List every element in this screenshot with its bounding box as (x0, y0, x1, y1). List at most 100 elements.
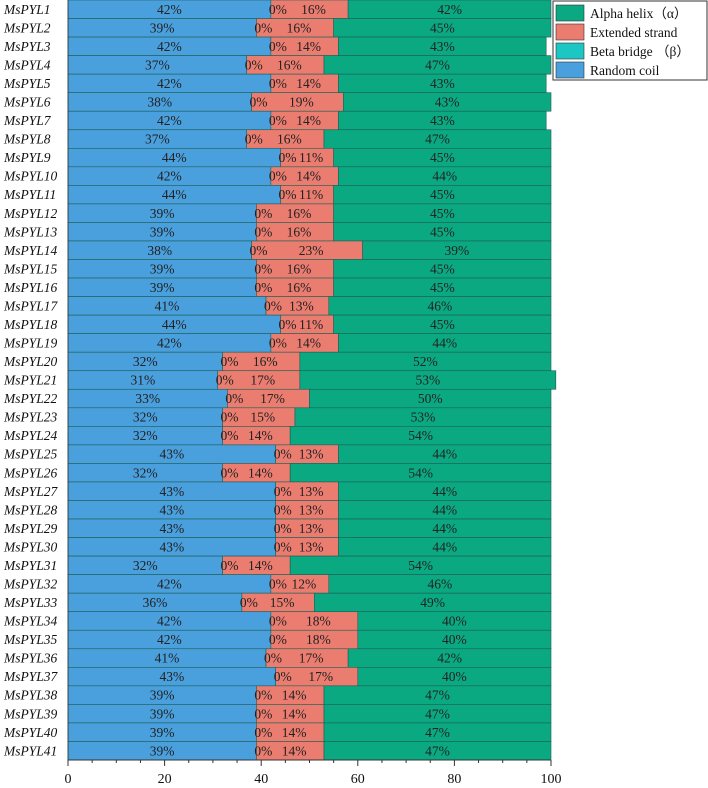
data-label-beta-bridge: 0% (269, 39, 287, 54)
data-label-beta-bridge: 0% (269, 76, 287, 91)
category-label: MsPYL22 (3, 391, 58, 406)
data-label-beta-bridge: 0% (269, 614, 287, 629)
category-label: MsPYL4 (3, 57, 51, 72)
category-label: MsPYL21 (3, 373, 57, 388)
category-label: MsPYL15 (3, 261, 58, 276)
data-label-beta-bridge: 0% (250, 243, 268, 258)
legend-label-extended-strand: Extended strand (590, 25, 678, 40)
data-label-beta-bridge: 0% (216, 373, 234, 388)
x-tick-label: 40 (254, 772, 268, 787)
data-label-extended-strand: 18% (306, 632, 331, 647)
data-label-extended-strand: 13% (299, 447, 324, 462)
bar-row-mspyl19 (67, 333, 552, 353)
data-label-alpha-helix: 50% (418, 391, 443, 406)
bar-row-mspyl36 (67, 648, 552, 668)
data-label-beta-bridge: 0% (254, 206, 272, 221)
category-label: MsPYL12 (3, 206, 58, 221)
data-label-beta-bridge: 0% (254, 280, 272, 295)
x-axis: 0 20 40 60 80 100 (65, 0, 562, 787)
bar-row-mspyl18 (67, 314, 552, 334)
category-label: MsPYL31 (3, 558, 57, 573)
data-label-alpha-helix: 54% (408, 558, 433, 573)
category-label: MsPYL33 (3, 595, 58, 610)
data-label-extended-strand: 13% (299, 521, 324, 536)
data-label-alpha-helix: 53% (411, 410, 436, 425)
data-label-alpha-helix: 40% (442, 632, 467, 647)
data-label-beta-bridge: 0% (240, 595, 258, 610)
data-label-alpha-helix: 45% (430, 20, 455, 35)
legend-swatch-alpha-helix (555, 4, 585, 22)
category-label: MsPYL28 (3, 502, 58, 517)
data-label-alpha-helix: 53% (415, 373, 440, 388)
category-label: MsPYL34 (3, 614, 58, 629)
data-label-alpha-helix: 43% (430, 39, 455, 54)
data-label-random-coil: 37% (145, 132, 170, 147)
data-label-extended-strand: 14% (296, 39, 321, 54)
data-label-beta-bridge: 0% (221, 558, 239, 573)
data-label-beta-bridge: 0% (245, 57, 263, 72)
data-label-beta-bridge: 0% (279, 150, 297, 165)
bar-row-mspyl27 (67, 481, 552, 501)
data-label-alpha-helix: 47% (425, 725, 450, 740)
category-label: MsPYL37 (3, 669, 59, 684)
data-label-extended-strand: 13% (299, 539, 324, 554)
data-label-extended-strand: 16% (287, 206, 312, 221)
data-label-extended-strand: 17% (250, 373, 275, 388)
data-label-random-coil: 37% (145, 57, 170, 72)
data-label-random-coil: 32% (133, 354, 158, 369)
data-label-alpha-helix: 45% (430, 261, 455, 276)
data-label-random-coil: 43% (159, 502, 184, 517)
data-label-extended-strand: 14% (248, 428, 273, 443)
data-label-alpha-helix: 40% (442, 669, 467, 684)
legend-swatch-beta-bridge (555, 42, 585, 60)
data-label-extended-strand: 18% (306, 614, 331, 629)
data-label-random-coil: 43% (159, 447, 184, 462)
data-label-random-coil: 39% (150, 20, 175, 35)
data-label-beta-bridge: 0% (274, 539, 292, 554)
category-label: MsPYL14 (3, 243, 58, 258)
category-label: MsPYL19 (3, 336, 58, 351)
bar-row-mspyl21 (67, 370, 557, 390)
bar-row-mspyl11 (67, 185, 552, 205)
category-label: MsPYL26 (3, 465, 58, 480)
data-label-extended-strand: 13% (299, 484, 324, 499)
data-label-random-coil: 42% (157, 113, 182, 128)
data-label-extended-strand: 16% (253, 354, 278, 369)
data-label-random-coil: 39% (150, 224, 175, 239)
data-label-alpha-helix: 54% (408, 465, 433, 480)
data-label-extended-strand: 16% (277, 57, 302, 72)
data-label-extended-strand: 14% (282, 688, 307, 703)
data-label-beta-bridge: 0% (274, 484, 292, 499)
category-label: MsPYL9 (3, 150, 51, 165)
data-label-beta-bridge: 0% (221, 428, 239, 443)
data-label-extended-strand: 14% (248, 465, 273, 480)
data-label-beta-bridge: 0% (254, 261, 272, 276)
data-label-random-coil: 33% (135, 391, 160, 406)
data-label-random-coil: 42% (157, 614, 182, 629)
data-label-beta-bridge: 0% (274, 502, 292, 517)
bar-row-mspyl15 (67, 259, 552, 279)
data-label-extended-strand: 16% (287, 261, 312, 276)
category-label: MsPYL13 (3, 224, 58, 239)
x-tick-label: 100 (541, 772, 562, 787)
category-label: MsPYL36 (3, 651, 58, 666)
bar-row-mspyl16 (67, 277, 552, 297)
legend-swatch-random-coil (555, 61, 585, 79)
bar-row-mspyl30 (67, 537, 552, 557)
value-labels-layer: 42% 0% 16% 42%39% 0% 16% 45%42% 0% 14% 43%37% 0% 16… (130, 2, 469, 758)
bar-row-mspyl8 (67, 129, 552, 149)
data-label-beta-bridge: 0% (269, 113, 287, 128)
data-label-extended-strand: 16% (277, 132, 302, 147)
data-label-extended-strand: 14% (282, 743, 307, 758)
data-label-alpha-helix: 44% (432, 447, 457, 462)
bar-row-mspyl22 (67, 388, 552, 409)
data-label-random-coil: 42% (157, 577, 182, 592)
data-label-random-coil: 44% (162, 150, 187, 165)
data-label-alpha-helix: 39% (444, 243, 469, 258)
category-label: MsPYL41 (3, 743, 57, 758)
data-label-alpha-helix: 43% (430, 76, 455, 91)
data-label-random-coil: 32% (133, 410, 158, 425)
data-label-random-coil: 39% (150, 261, 175, 276)
category-label: MsPYL27 (3, 484, 59, 499)
data-label-alpha-helix: 45% (430, 317, 455, 332)
